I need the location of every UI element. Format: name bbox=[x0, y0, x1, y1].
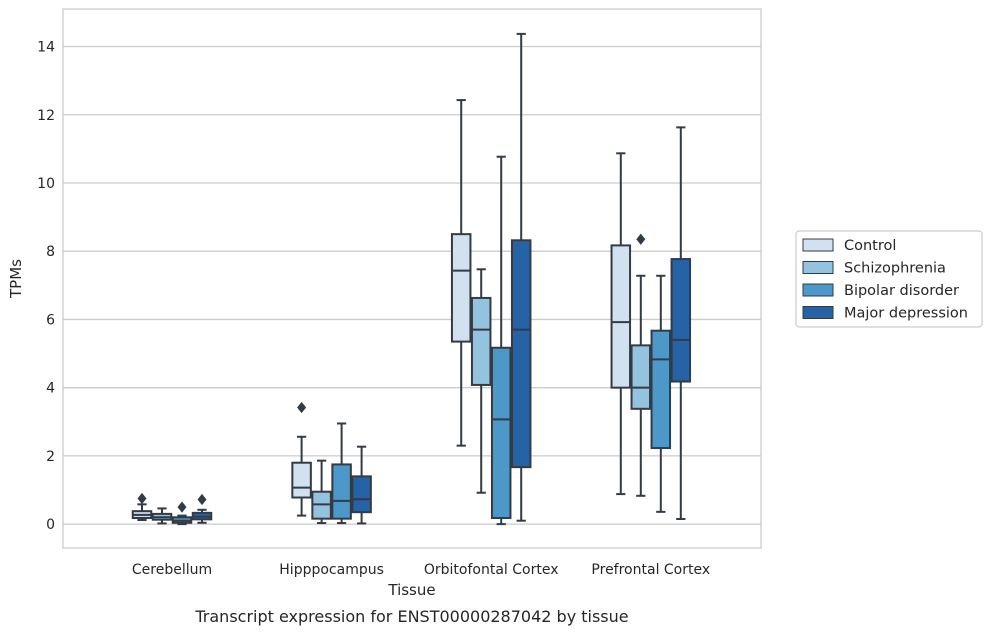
box-bipolar-disorder bbox=[171, 501, 193, 526]
y-tick-label: 14 bbox=[37, 40, 55, 56]
box-body bbox=[610, 244, 632, 389]
x-tick-labels: Cerebellum Hipppocampus Orbitofontal Corte… bbox=[132, 562, 710, 578]
box-body bbox=[291, 461, 312, 499]
legend-label: Control bbox=[844, 238, 896, 254]
box-body bbox=[650, 329, 672, 450]
legend-label: Major depression bbox=[844, 306, 968, 322]
box-bipolar-disorder bbox=[490, 155, 512, 526]
y-tick-label: 8 bbox=[46, 244, 55, 260]
box-body bbox=[490, 346, 512, 519]
x-axis-label: Tissue bbox=[387, 581, 435, 599]
box-major-depression bbox=[670, 126, 692, 521]
y-tick-label: 6 bbox=[46, 312, 55, 328]
outlier-point bbox=[137, 492, 147, 505]
box-bipolar-disorder bbox=[331, 422, 352, 525]
x-tick-label: Prefrontal Cortex bbox=[591, 562, 710, 578]
box-body bbox=[470, 296, 492, 386]
plot-frame bbox=[62, 8, 762, 549]
box-body bbox=[450, 233, 472, 343]
grid-lines bbox=[63, 45, 761, 525]
outlier-point bbox=[636, 233, 646, 245]
y-tick-label: 4 bbox=[46, 381, 55, 397]
box-bipolar-disorder bbox=[650, 274, 672, 513]
y-tick-label: 10 bbox=[37, 176, 55, 192]
y-tick-labels: 0 2 4 6 8 10 12 14 bbox=[37, 40, 55, 534]
box-body bbox=[630, 344, 652, 410]
y-tick-label: 12 bbox=[37, 108, 55, 124]
box-body bbox=[331, 463, 352, 520]
outlier-point bbox=[177, 501, 187, 513]
box-major-depression bbox=[351, 445, 372, 525]
box-schizophrenia bbox=[630, 233, 652, 497]
box-body bbox=[670, 258, 692, 383]
legend-frame bbox=[795, 230, 983, 328]
x-tick-label: Hipppocampus bbox=[279, 562, 384, 578]
y-tick-label: 0 bbox=[46, 517, 55, 533]
box-body bbox=[510, 239, 532, 469]
boxes bbox=[131, 32, 692, 526]
legend-label: Schizophrenia bbox=[844, 261, 946, 277]
y-tick-label: 2 bbox=[46, 449, 55, 465]
legend-swatch bbox=[802, 261, 834, 274]
box-control bbox=[131, 492, 153, 522]
x-tick-label: Orbitofontal Cortex bbox=[424, 562, 559, 578]
box-schizophrenia bbox=[151, 507, 173, 525]
outlier-point bbox=[297, 401, 307, 414]
legend: Control Schizophrenia Bipolar disorder Majo… bbox=[795, 230, 983, 328]
legend-label: Bipolar disorder bbox=[844, 283, 959, 299]
x-tick-label: Cerebellum bbox=[132, 562, 212, 578]
box-body bbox=[351, 475, 372, 514]
legend-swatch bbox=[802, 283, 834, 297]
legend-swatch bbox=[802, 238, 834, 252]
chart-caption: Transcript expression for ENST0000028704… bbox=[194, 607, 628, 626]
legend-swatch bbox=[802, 306, 834, 319]
box-control bbox=[291, 401, 312, 517]
box-control bbox=[450, 99, 472, 447]
box-control bbox=[610, 152, 632, 496]
box-schizophrenia bbox=[470, 268, 492, 494]
box-major-depression bbox=[191, 493, 213, 524]
box-major-depression bbox=[510, 32, 532, 522]
box-schizophrenia bbox=[311, 459, 332, 525]
outlier-point bbox=[197, 493, 207, 506]
y-axis-label: TPMs bbox=[7, 259, 25, 299]
